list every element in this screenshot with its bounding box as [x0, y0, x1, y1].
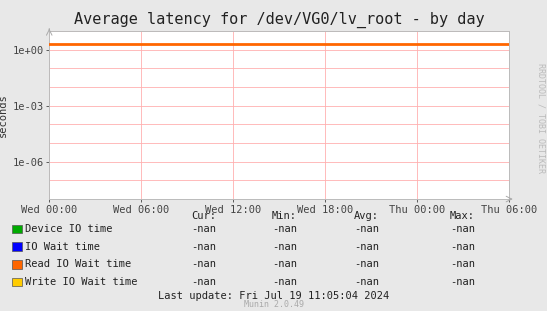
Text: Last update: Fri Jul 19 11:05:04 2024: Last update: Fri Jul 19 11:05:04 2024 [158, 290, 389, 300]
Y-axis label: seconds: seconds [0, 93, 8, 137]
Text: -nan: -nan [272, 259, 297, 269]
Text: -nan: -nan [191, 259, 216, 269]
Text: -nan: -nan [354, 277, 379, 287]
Text: -nan: -nan [450, 224, 475, 234]
Text: -nan: -nan [450, 277, 475, 287]
Text: Avg:: Avg: [354, 211, 379, 221]
Text: Read IO Wait time: Read IO Wait time [25, 259, 131, 269]
Text: -nan: -nan [191, 277, 216, 287]
Text: -nan: -nan [272, 242, 297, 252]
Text: -nan: -nan [272, 224, 297, 234]
Text: -nan: -nan [272, 277, 297, 287]
Text: Max:: Max: [450, 211, 475, 221]
Text: -nan: -nan [191, 224, 216, 234]
Text: -nan: -nan [191, 242, 216, 252]
Text: IO Wait time: IO Wait time [25, 242, 100, 252]
Text: -nan: -nan [354, 242, 379, 252]
Text: Write IO Wait time: Write IO Wait time [25, 277, 138, 287]
Text: Munin 2.0.49: Munin 2.0.49 [243, 300, 304, 309]
Title: Average latency for /dev/VG0/lv_root - by day: Average latency for /dev/VG0/lv_root - b… [74, 12, 484, 28]
Text: -nan: -nan [450, 242, 475, 252]
Text: Min:: Min: [272, 211, 297, 221]
Text: Cur:: Cur: [191, 211, 216, 221]
Text: RRDTOOL / TOBI OETIKER: RRDTOOL / TOBI OETIKER [537, 63, 546, 173]
Text: -nan: -nan [354, 224, 379, 234]
Text: -nan: -nan [354, 259, 379, 269]
Text: -nan: -nan [450, 259, 475, 269]
Text: Device IO time: Device IO time [25, 224, 113, 234]
